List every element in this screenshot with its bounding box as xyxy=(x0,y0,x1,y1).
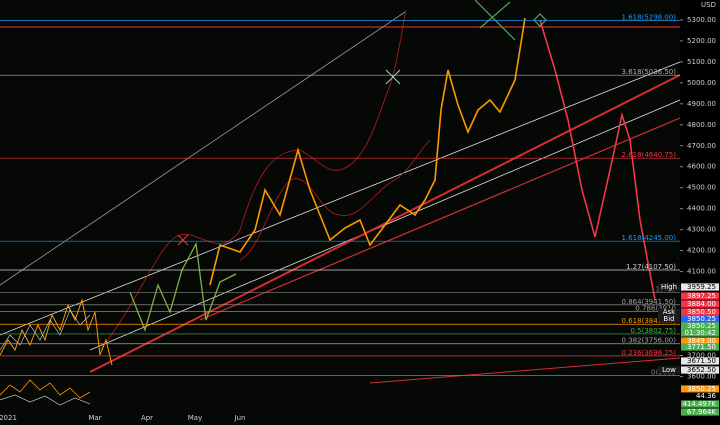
currency-label: USD xyxy=(701,1,716,9)
channel-line xyxy=(369,357,681,384)
price-tag xyxy=(681,392,719,400)
price-tag-text: 3850.50 xyxy=(687,308,716,316)
channel-line xyxy=(0,61,681,336)
channel-line xyxy=(199,117,681,321)
y-tick-label: 4400.00 xyxy=(687,205,716,213)
price-tag xyxy=(681,300,719,308)
price-tag-name-box xyxy=(658,308,680,316)
price-tag-name: Low xyxy=(662,366,676,374)
y-tick-label: 4200.00 xyxy=(687,247,716,255)
fib-label: 2.618(4640.75) xyxy=(622,151,677,159)
fib-label: 0.864(3941.50) xyxy=(622,298,677,306)
y-tick-label: 3700.00 xyxy=(687,351,716,359)
price-tag xyxy=(681,308,719,316)
price-tag-text: 3959.25 xyxy=(687,283,716,291)
price-tag xyxy=(681,343,719,351)
fib-label: 0.618(3849.00) xyxy=(622,317,677,325)
y-tick-label: 4100.00 xyxy=(687,268,716,276)
price-tag-name-box xyxy=(658,283,680,291)
x-tick-label: May xyxy=(188,414,202,422)
fib-label: 3.618(5036.50) xyxy=(622,68,677,76)
channel-line xyxy=(0,11,406,286)
projection-curve xyxy=(99,9,407,351)
price-tag-text: 3652.50 xyxy=(687,366,716,374)
price-tag-text: 3897.25 xyxy=(687,292,716,300)
price-axis xyxy=(680,0,720,425)
price-tag-name-box xyxy=(658,366,680,374)
price-tag-name: Ask xyxy=(663,308,676,316)
indicator-path xyxy=(0,394,91,406)
fib-label: 0.382(3756.00) xyxy=(622,337,677,345)
price-tag-text: 3850.25 xyxy=(687,315,716,323)
y-tick-label: 5200.00 xyxy=(687,37,716,45)
price-tag-text: 01:30:42 xyxy=(685,329,716,337)
y-tick-label: 3600.00 xyxy=(687,372,716,380)
price-tag-name-box xyxy=(658,315,680,323)
y-tick-label: 5300.00 xyxy=(687,16,716,24)
y-tick-label: 4300.00 xyxy=(687,226,716,234)
marker-x xyxy=(177,234,189,246)
x-tick-label: 2021 xyxy=(0,414,17,422)
price-tag-text: 414.497K xyxy=(682,400,716,408)
y-tick-label: 5100.00 xyxy=(687,58,716,66)
fib-label: 0.5(3802.75) xyxy=(630,327,676,335)
price-path xyxy=(0,298,113,366)
price-tag xyxy=(681,385,719,393)
price-tag-text: 3771.50 xyxy=(687,343,716,351)
projection-curve xyxy=(239,139,431,261)
price-tag xyxy=(681,315,719,323)
y-tick-label: 4500.00 xyxy=(687,184,716,192)
price-tag-name: Bid xyxy=(663,315,674,323)
price-tag xyxy=(681,329,719,337)
price-tag-text: 67.964K xyxy=(687,408,716,416)
fib-label: 1.618(4245.00) xyxy=(622,234,677,242)
fib-label: 0.786(3910 xyxy=(635,304,676,312)
y-tick-label: 4900.00 xyxy=(687,100,716,108)
price-tag-text: 3849.00 xyxy=(687,337,716,345)
price-tag-text: 3850.25 xyxy=(687,322,716,330)
price-path xyxy=(0,309,91,351)
price-tag xyxy=(681,283,719,291)
price-tag-text: 44.36 xyxy=(696,392,717,400)
projection-curve xyxy=(209,17,526,286)
marker-x xyxy=(385,69,401,85)
price-tag-name: High xyxy=(661,283,677,291)
x-tick-label: Mar xyxy=(88,414,101,422)
price-tag xyxy=(681,408,719,416)
y-tick-label: 4700.00 xyxy=(687,142,716,150)
y-tick-label: 4800.00 xyxy=(687,121,716,129)
price-tag xyxy=(681,357,719,365)
marker-x xyxy=(479,1,511,29)
price-tag xyxy=(681,322,719,330)
price-tag xyxy=(681,400,719,408)
y-tick-label: 4600.00 xyxy=(687,163,716,171)
price-tag xyxy=(681,337,719,345)
x-tick-label: Apr xyxy=(141,414,153,422)
indicator-path xyxy=(0,379,91,399)
price-tag-text: 3884.00 xyxy=(687,300,716,308)
fib-label: 1.618(5298.00) xyxy=(622,13,677,21)
price-tag xyxy=(681,292,719,300)
fib-label: 0.236(3698.25) xyxy=(622,349,677,357)
price-tag xyxy=(681,366,719,374)
y-tick-label: 5000.00 xyxy=(687,79,716,87)
x-tick-label: Jun xyxy=(234,414,246,422)
price-tag-text: 3671.50 xyxy=(687,357,716,365)
fib-label: 1.27(4107.50) xyxy=(626,263,676,271)
projection-curve xyxy=(539,19,656,301)
price-tag-text: 3850.25 xyxy=(687,385,716,393)
channel-line xyxy=(89,74,681,373)
